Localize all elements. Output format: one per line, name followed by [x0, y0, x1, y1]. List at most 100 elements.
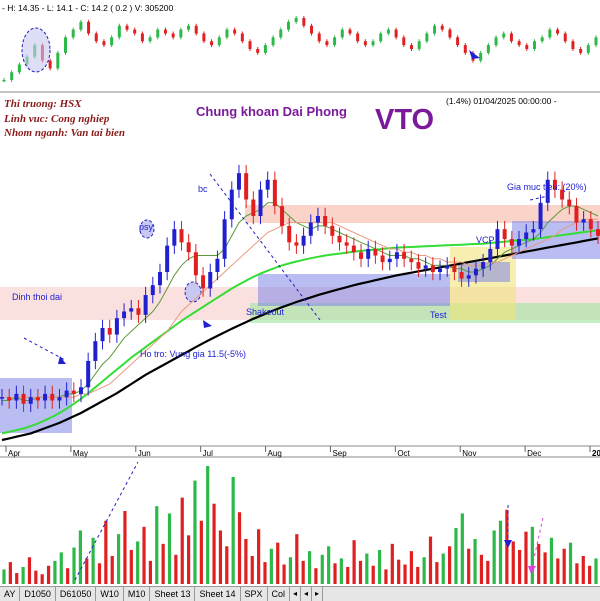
volume-bar: [346, 566, 350, 584]
volume-arrow-magenta-icon: [528, 566, 536, 574]
price-candle: [308, 222, 313, 236]
overview-candle: [579, 49, 583, 53]
price-candle: [560, 189, 565, 200]
overview-candle: [248, 41, 252, 49]
tab-scroll-first-icon[interactable]: ◂: [290, 587, 302, 601]
volume-bar: [72, 547, 76, 584]
overview-candle: [133, 29, 137, 34]
overview-candle: [17, 64, 21, 73]
price-candle: [157, 272, 162, 286]
price-candle: [143, 295, 148, 315]
price-candle: [552, 179, 557, 190]
info-industry: Nhom nganh: Van tai bien: [4, 127, 126, 139]
price-candle: [14, 393, 19, 401]
price-candle: [201, 275, 206, 289]
price-candle: [258, 189, 263, 216]
overview-candle: [163, 29, 167, 34]
price-candle: [0, 397, 4, 399]
volume-bar: [581, 556, 585, 584]
tab-scroll-next-icon[interactable]: ▸: [312, 587, 324, 601]
volume-bar: [295, 534, 299, 584]
overview-candle: [302, 18, 306, 26]
tab-scroll-prev-icon[interactable]: ◂: [301, 587, 313, 601]
volume-bar: [66, 568, 70, 584]
annotation-test: Test: [430, 310, 447, 320]
volume-bar: [180, 497, 184, 584]
price-candle: [265, 179, 270, 190]
overview-candle: [56, 52, 60, 69]
volume-bar: [327, 546, 331, 584]
price-candle: [179, 229, 184, 243]
overview-candle: [540, 37, 544, 42]
overview-candle: [509, 33, 513, 42]
overview-candle: [240, 33, 244, 42]
volume-bar: [263, 562, 267, 584]
volume-bar: [199, 520, 203, 584]
volume-bar: [498, 520, 503, 584]
overview-candle: [463, 45, 467, 53]
price-candle: [43, 393, 48, 401]
tab-spx[interactable]: SPX: [241, 587, 268, 601]
volume-bar: [371, 565, 375, 584]
price-candle: [344, 242, 349, 246]
volume-bar: [530, 526, 534, 584]
overview-candle: [486, 45, 490, 53]
overview-candle: [140, 33, 144, 42]
price-candle: [567, 199, 572, 207]
volume-bar: [8, 562, 12, 584]
ma-line-ma10: [2, 202, 599, 401]
volume-bar: [562, 548, 566, 584]
volume-bar: [352, 540, 356, 584]
volume-bar: [237, 512, 242, 584]
tab-sheet-13[interactable]: Sheet 13: [150, 587, 196, 601]
volume-bar: [441, 553, 445, 584]
price-candle: [136, 308, 141, 315]
price-candle: [366, 248, 371, 259]
volume-bar: [339, 558, 343, 584]
price-candle: [380, 255, 385, 263]
x-axis-tick-label: Nov: [462, 449, 476, 458]
volume-bar: [167, 513, 172, 584]
tab-w10[interactable]: W10: [96, 587, 124, 601]
price-candle: [315, 216, 320, 223]
volume-bar: [282, 564, 286, 584]
x-axis-tick-label: Jun: [138, 449, 151, 458]
overview-candle: [117, 25, 121, 38]
volume-bar: [588, 565, 592, 584]
overview-candle: [586, 45, 590, 53]
price-candle: [150, 285, 155, 296]
volume-bar: [174, 554, 178, 584]
tab-col[interactable]: Col: [268, 587, 291, 601]
price-candle: [423, 265, 428, 269]
tab-sheet-14[interactable]: Sheet 14: [195, 587, 241, 601]
overview-candle: [325, 41, 329, 46]
overview-candle: [10, 72, 14, 80]
tab-m10[interactable]: M10: [124, 587, 151, 601]
chart-title: Chung khoan Dai Phong: [196, 104, 347, 119]
x-axis-tick-label: 2025: [592, 449, 600, 458]
overview-candle: [110, 37, 114, 46]
tab-ay[interactable]: AY: [0, 587, 21, 601]
volume-bar: [518, 549, 522, 584]
x-axis-tick-label: Jul: [203, 449, 213, 458]
overview-candle: [448, 29, 452, 38]
tab-d61050[interactable]: D61050: [56, 587, 97, 601]
tab-d1050[interactable]: D1050: [20, 587, 56, 601]
volume-bar: [27, 557, 32, 584]
price-candle: [387, 258, 392, 263]
price-candle: [287, 225, 292, 243]
volume-bar: [218, 530, 223, 584]
volume-bar: [123, 511, 127, 584]
volume-bar: [225, 546, 229, 584]
shakeout-arrow-icon: [203, 320, 212, 328]
change-date-readout: (1.4%) 01/04/2025 00:00:00 -: [446, 96, 557, 106]
overview-candle: [271, 37, 275, 46]
overview-candle: [563, 33, 567, 42]
annotation-psy: psy: [139, 222, 154, 232]
volume-arrow-icon: [504, 540, 512, 548]
overview-candle: [494, 37, 498, 46]
x-axis-tick-label: Oct: [397, 449, 410, 458]
price-candle: [538, 202, 543, 230]
volume-bar: [358, 560, 363, 584]
